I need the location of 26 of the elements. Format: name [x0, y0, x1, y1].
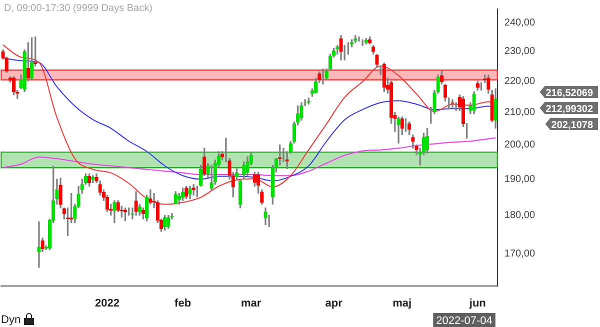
- text: 212,99302: [546, 104, 594, 115]
- x-tick-label: apr: [325, 297, 344, 310]
- text: 202,1078: [551, 120, 594, 131]
- y-tick-label: 180,00: [504, 210, 536, 222]
- candlestick: [480, 82, 482, 91]
- candlestick: [285, 151, 289, 169]
- x-tick-label: 2022: [95, 297, 120, 310]
- candlestick: [37, 221, 41, 268]
- text: 216,52069: [546, 88, 594, 99]
- y-tick-label: 240,00: [504, 18, 536, 29]
- y-tick-label: 190,00: [504, 174, 536, 185]
- y-tick-label: 170,00: [504, 248, 536, 260]
- x-tick-label: maj: [392, 297, 412, 310]
- candlestick: [192, 184, 196, 196]
- y-tick-label: 220,00: [504, 76, 536, 87]
- y-tick-label: 210,00: [504, 106, 536, 118]
- y-tick-label: 200,00: [504, 140, 536, 151]
- text: Dyn: [1, 314, 21, 326]
- y-tick-label: 230,00: [504, 46, 536, 58]
- x-tick-label: jun: [468, 297, 486, 310]
- text: 2022-07-04: [436, 315, 492, 327]
- x-tick-label: feb: [174, 297, 192, 310]
- chart-title: D, 09:00-17:30 (9999 Days Back): [4, 2, 152, 14]
- candlestick: [450, 99, 454, 108]
- x-tick-label: mar: [241, 297, 262, 310]
- candlestick: [404, 118, 407, 132]
